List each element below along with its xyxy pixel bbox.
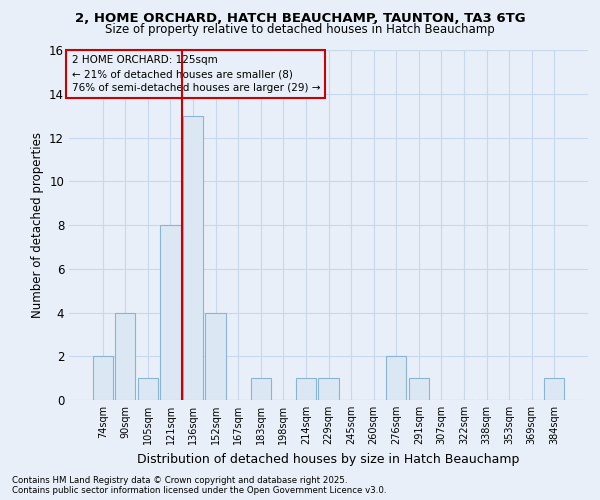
Text: 2, HOME ORCHARD, HATCH BEAUCHAMP, TAUNTON, TA3 6TG: 2, HOME ORCHARD, HATCH BEAUCHAMP, TAUNTO…	[74, 12, 526, 26]
Text: Size of property relative to detached houses in Hatch Beauchamp: Size of property relative to detached ho…	[105, 22, 495, 36]
Text: 2 HOME ORCHARD: 125sqm
← 21% of detached houses are smaller (8)
76% of semi-deta: 2 HOME ORCHARD: 125sqm ← 21% of detached…	[71, 56, 320, 94]
Bar	[205, 312, 226, 400]
Bar	[544, 378, 565, 400]
Bar	[386, 356, 406, 400]
Text: Contains public sector information licensed under the Open Government Licence v3: Contains public sector information licen…	[12, 486, 386, 495]
Bar	[138, 378, 158, 400]
Bar	[115, 312, 136, 400]
X-axis label: Distribution of detached houses by size in Hatch Beauchamp: Distribution of detached houses by size …	[137, 452, 520, 466]
Bar	[92, 356, 113, 400]
Bar	[160, 225, 181, 400]
Bar	[296, 378, 316, 400]
Bar	[251, 378, 271, 400]
Y-axis label: Number of detached properties: Number of detached properties	[31, 132, 44, 318]
Bar	[183, 116, 203, 400]
Text: Contains HM Land Registry data © Crown copyright and database right 2025.: Contains HM Land Registry data © Crown c…	[12, 476, 347, 485]
Bar	[409, 378, 429, 400]
Bar	[319, 378, 338, 400]
